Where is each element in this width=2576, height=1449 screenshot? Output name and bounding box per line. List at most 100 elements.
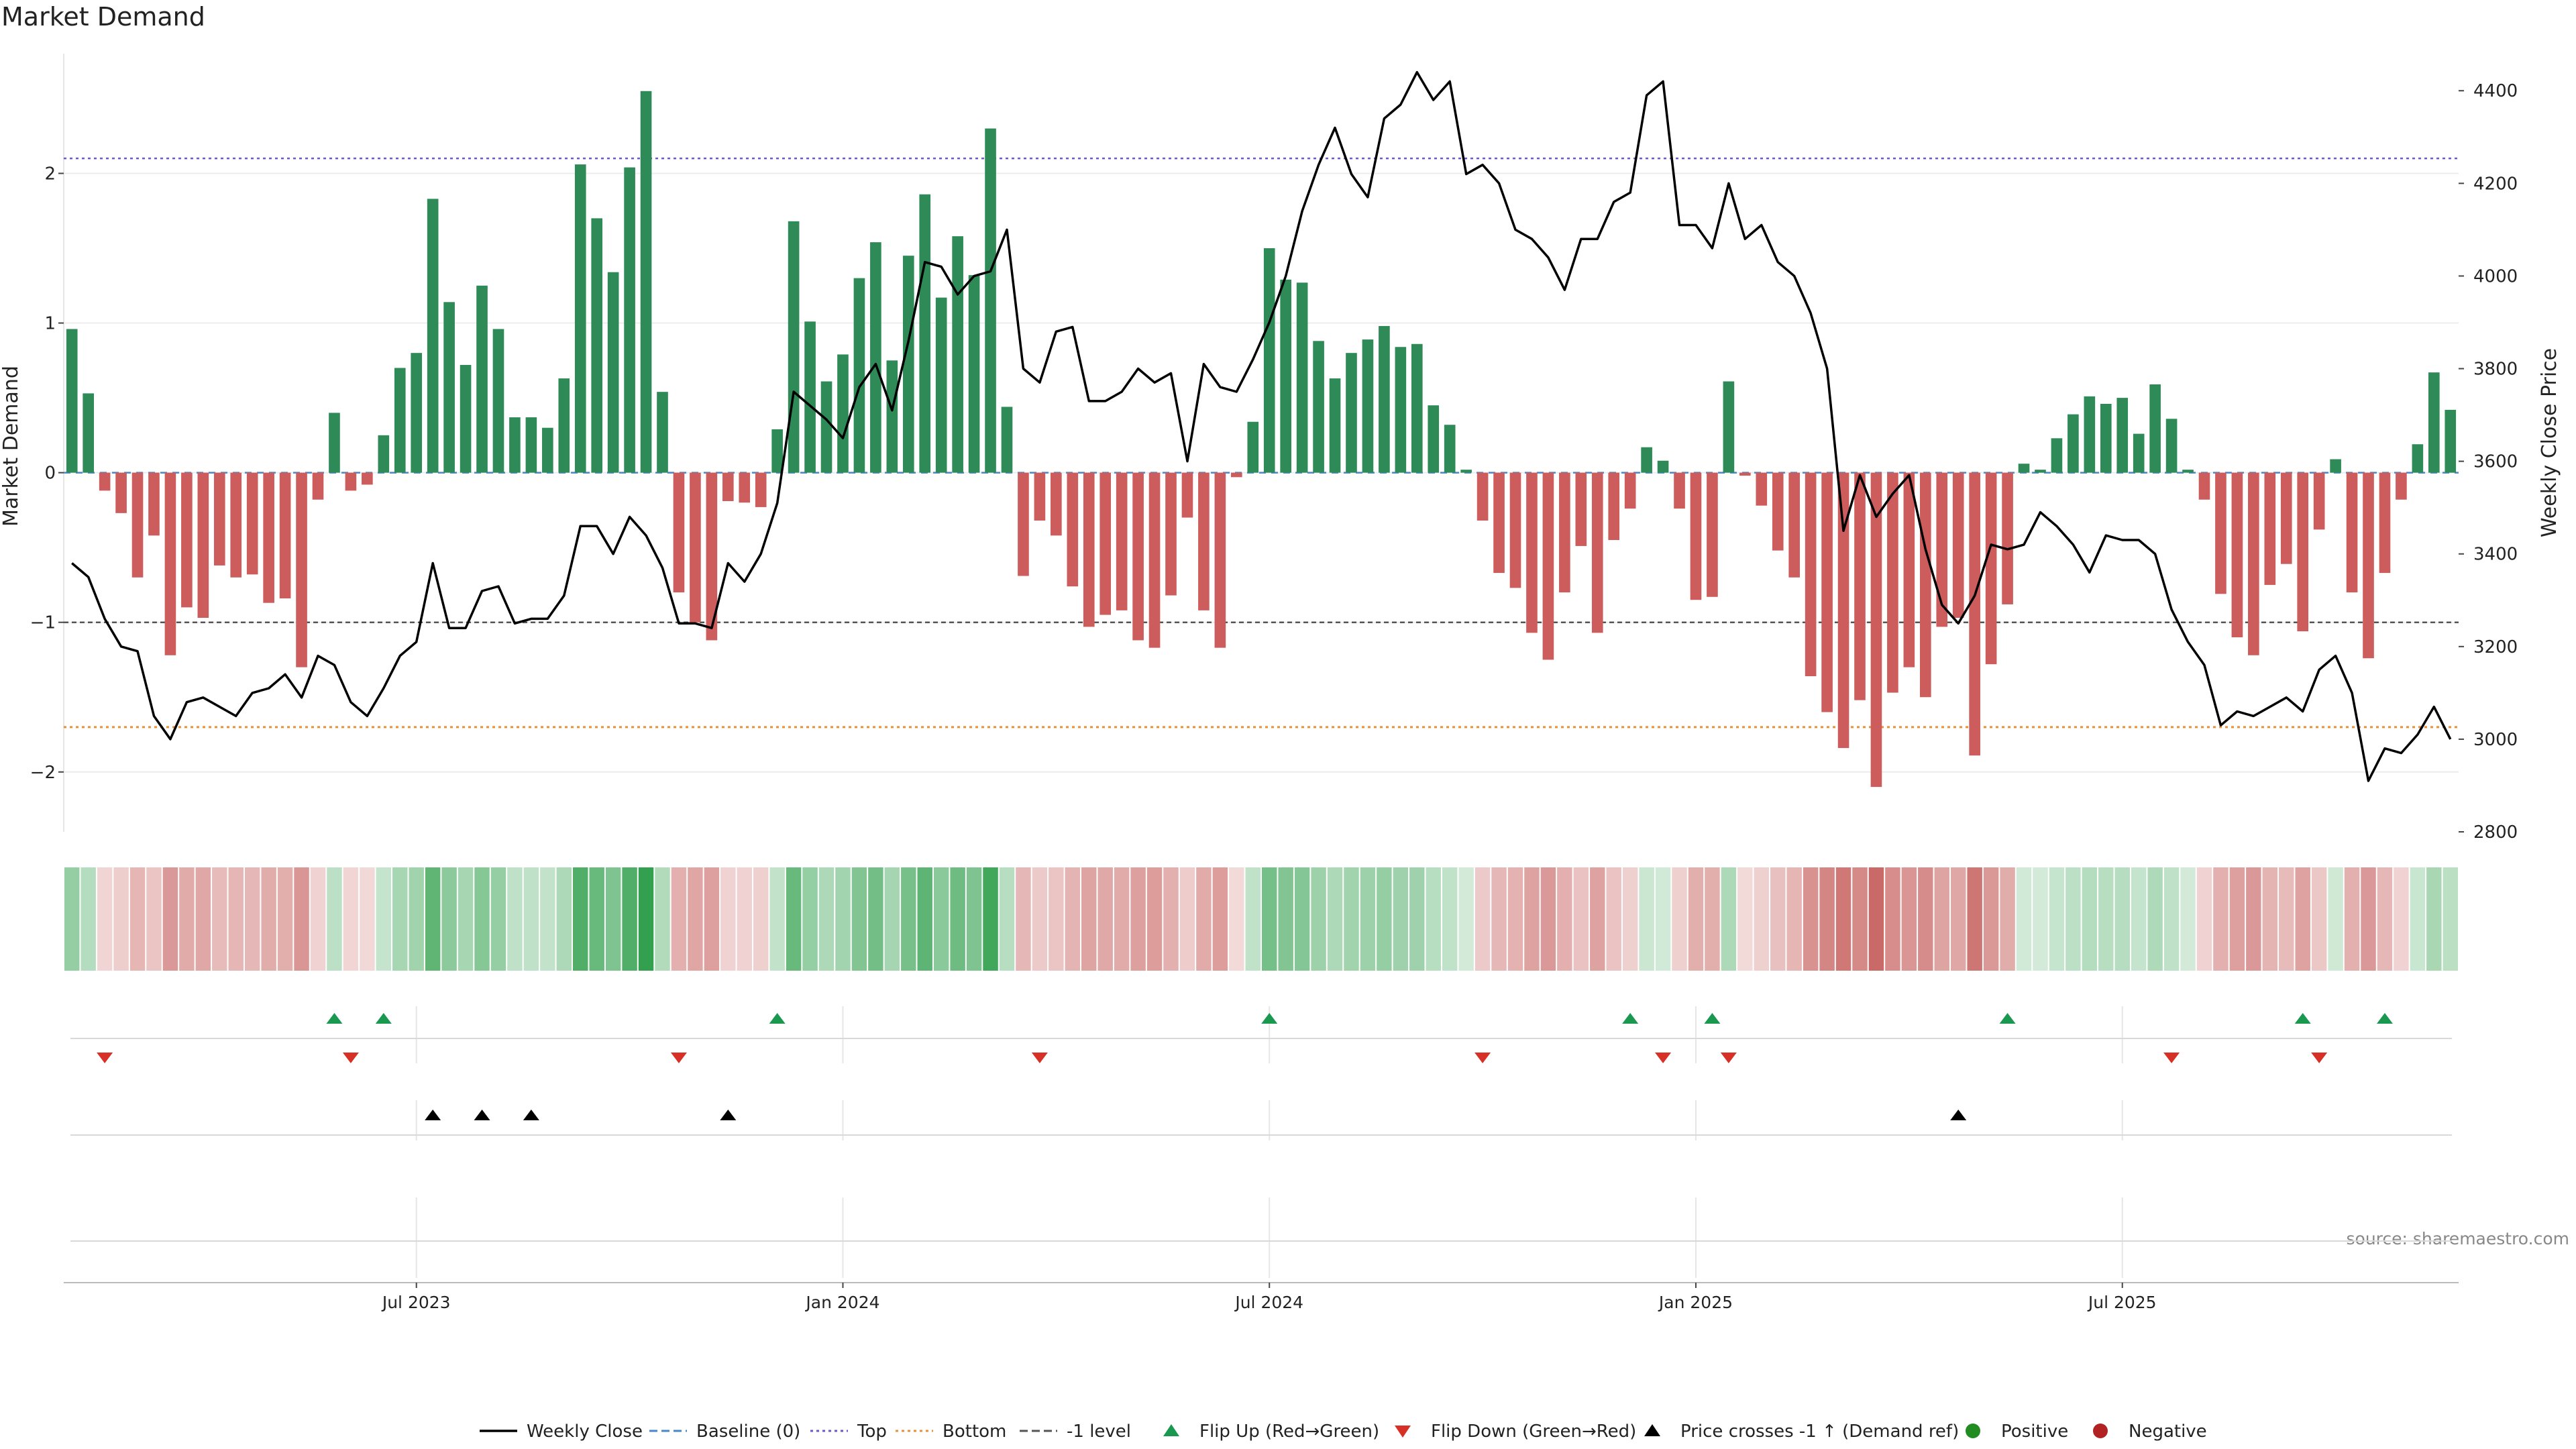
heat-cell: [2229, 867, 2245, 971]
demand-bar: [2264, 472, 2276, 585]
heat-cell: [1786, 867, 1802, 971]
heat-cell: [2000, 867, 2015, 971]
heat-cell: [1770, 867, 1786, 971]
heat-cell: [1491, 867, 1507, 971]
demand-bar: [509, 417, 521, 473]
demand-bar: [952, 236, 963, 473]
demand-bar: [2330, 459, 2341, 473]
heat-cell: [1377, 867, 1392, 971]
demand-bar: [345, 472, 357, 491]
heat-cell: [2394, 867, 2409, 971]
demand-bar: [739, 472, 751, 503]
demand-bar: [607, 272, 619, 473]
y-tick-label-right: 4000: [2473, 266, 2518, 286]
demand-bar: [2051, 438, 2063, 473]
flip-down-marker: [670, 1053, 687, 1063]
heat-cell: [753, 867, 769, 971]
heat-cell: [2344, 867, 2360, 971]
demand-bar: [1067, 472, 1079, 587]
heat-cell: [523, 867, 539, 971]
heat-cell: [1507, 867, 1523, 971]
demand-bar: [2297, 472, 2309, 632]
demand-bar: [1346, 353, 1357, 473]
heat-cell: [605, 867, 621, 971]
heat-cell: [2163, 867, 2180, 971]
demand-bar: [1887, 472, 1898, 693]
source-note: source: sharemaestro.com: [2347, 1229, 2570, 1248]
heat-cell: [195, 867, 211, 971]
heat-cell: [228, 867, 244, 971]
heat-cell: [2377, 867, 2393, 971]
heat-cell: [2328, 867, 2343, 971]
demand-bar: [870, 242, 881, 473]
demand-bar: [1132, 472, 1144, 641]
heat-cell: [1458, 867, 1474, 971]
demand-bar: [2248, 472, 2259, 655]
demand-bar: [1772, 472, 1784, 551]
demand-bar: [2346, 472, 2358, 593]
flip-up-marker: [1704, 1013, 1721, 1024]
demand-bar: [2445, 409, 2457, 473]
demand-bar: [722, 472, 734, 501]
demand-bar: [1460, 470, 1472, 473]
grid-lines: [63, 54, 2459, 1278]
heat-cell: [392, 867, 408, 971]
heat-cell: [2443, 867, 2458, 971]
heat-cell: [917, 867, 932, 971]
y-axis-right: 4400 4200 4000 3800 3600 3400 3200 3000 2800: [2459, 81, 2518, 843]
demand-bar: [378, 435, 390, 473]
heat-cell: [310, 867, 326, 971]
y-tick-label-left: 2: [44, 164, 56, 184]
demand-bar: [1805, 472, 1817, 676]
demand-bar: [1444, 425, 1456, 473]
heat-cell: [277, 867, 293, 971]
heat-cell: [360, 867, 375, 971]
heat-cell: [1294, 867, 1310, 971]
heat-cell: [540, 867, 555, 971]
demand-bar: [492, 329, 504, 473]
heat-cell: [1327, 867, 1343, 971]
heat-cell: [1524, 867, 1540, 971]
heat-cell: [1967, 867, 1982, 971]
demand-bar: [935, 297, 947, 473]
heat-cell: [1672, 867, 1687, 971]
demand-bar: [115, 472, 127, 513]
heat-cell: [1950, 867, 1966, 971]
heat-cell: [622, 867, 637, 971]
demand-bar: [1198, 472, 1210, 610]
legend-swatch: [1395, 1426, 1411, 1438]
heat-cell: [1262, 867, 1277, 971]
heat-cell: [1835, 867, 1851, 971]
demand-bar: [329, 413, 340, 473]
demand-bar: [476, 285, 488, 473]
heat-cell: [327, 867, 342, 971]
demand-bar: [1263, 248, 1275, 473]
demand-bar: [279, 472, 291, 598]
demand-bar: [1936, 472, 1948, 627]
y-tick-label-left: 1: [44, 314, 56, 334]
demand-bar: [312, 472, 324, 500]
demand-bar: [574, 164, 586, 473]
demand-bar: [1542, 472, 1554, 660]
demand-bar: [1214, 472, 1226, 648]
heat-cell: [1278, 867, 1293, 971]
flip-down-marker: [1655, 1053, 1672, 1063]
heat-cell: [441, 867, 457, 971]
demand-bar: [1001, 407, 1013, 473]
x-tick-label: Jul 2023: [381, 1293, 451, 1312]
demand-bar: [706, 472, 718, 641]
demand-bar: [1985, 472, 1997, 665]
demand-bar: [2412, 444, 2424, 473]
demand-bar: [1739, 472, 1751, 476]
price-cross-marker: [425, 1110, 441, 1120]
heat-cell: [1049, 867, 1064, 971]
heat-cell: [1130, 867, 1146, 971]
demand-bar: [181, 472, 193, 608]
demand-bar: [1083, 472, 1095, 627]
demand-bar: [2313, 472, 2325, 530]
demand-bar: [902, 256, 914, 473]
flip-down-marker: [97, 1053, 113, 1063]
demand-bar: [1165, 472, 1177, 596]
heat-cell: [1163, 867, 1179, 971]
legend-label: Bottom: [943, 1421, 1006, 1442]
